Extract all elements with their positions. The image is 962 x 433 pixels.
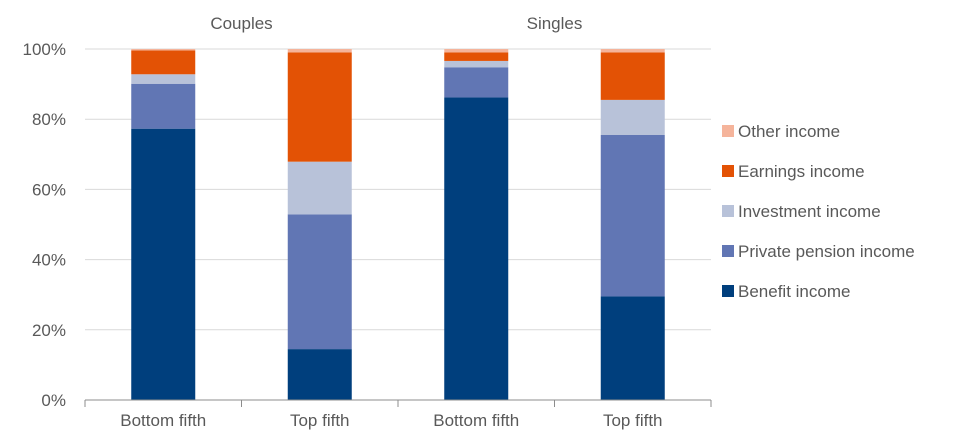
bar-segment-private-pension-income — [444, 67, 509, 98]
bar-segment-benefit-income — [444, 97, 509, 401]
bar-segment-earnings-income — [131, 50, 196, 75]
bar-segment-benefit-income — [287, 349, 352, 400]
bar-segment-other-income — [600, 49, 665, 53]
bar-segment-investment-income — [444, 60, 509, 68]
bar-segment-earnings-income — [444, 52, 509, 61]
bar-segment-earnings-income — [600, 52, 665, 100]
bar-segment-investment-income — [600, 99, 665, 135]
legend-swatch — [722, 165, 734, 177]
bar-segment-benefit-income — [600, 296, 665, 400]
group-labels: Couples Singles — [210, 14, 582, 33]
bar-segment-other-income — [131, 49, 196, 51]
x-tick-label: Top fifth — [290, 411, 350, 430]
bar-segment-other-income — [287, 49, 352, 53]
legend-label: Private pension income — [738, 242, 915, 261]
bar-segment-investment-income — [131, 74, 196, 84]
bar-segment-investment-income — [287, 161, 352, 215]
legend-swatch — [722, 245, 734, 257]
bars — [131, 49, 665, 401]
legend-label: Investment income — [738, 202, 881, 221]
bar-segment-other-income — [444, 49, 509, 53]
legend-swatch — [722, 205, 734, 217]
x-axis-ticks: Bottom fifth Top fifth Bottom fifth Top fif… — [120, 411, 662, 430]
legend-label: Other income — [738, 122, 840, 141]
y-tick-label: 0% — [41, 391, 66, 410]
axes — [84, 399, 712, 407]
group-label: Singles — [527, 14, 583, 33]
bar-segment-private-pension-income — [287, 214, 352, 350]
x-tick-label: Bottom fifth — [120, 411, 206, 430]
x-tick-label: Bottom fifth — [433, 411, 519, 430]
legend-label: Benefit income — [738, 282, 850, 301]
y-axis-ticks: 0% 20% 40% 60% 80% 100% — [23, 40, 66, 410]
legend-swatch — [722, 285, 734, 297]
y-tick-label: 80% — [32, 110, 66, 129]
legend: Other income Earnings income Investment in… — [722, 122, 915, 301]
group-label: Couples — [210, 14, 272, 33]
y-tick-label: 100% — [23, 40, 66, 59]
bar-segment-benefit-income — [131, 128, 196, 400]
y-tick-label: 60% — [32, 180, 66, 199]
legend-label: Earnings income — [738, 162, 865, 181]
bar-segment-private-pension-income — [600, 134, 665, 297]
bar-segment-earnings-income — [287, 52, 352, 162]
y-tick-label: 40% — [32, 251, 66, 270]
x-tick-label: Top fifth — [603, 411, 663, 430]
y-tick-label: 20% — [32, 321, 66, 340]
legend-swatch — [722, 125, 734, 137]
bar-segment-private-pension-income — [131, 83, 196, 129]
